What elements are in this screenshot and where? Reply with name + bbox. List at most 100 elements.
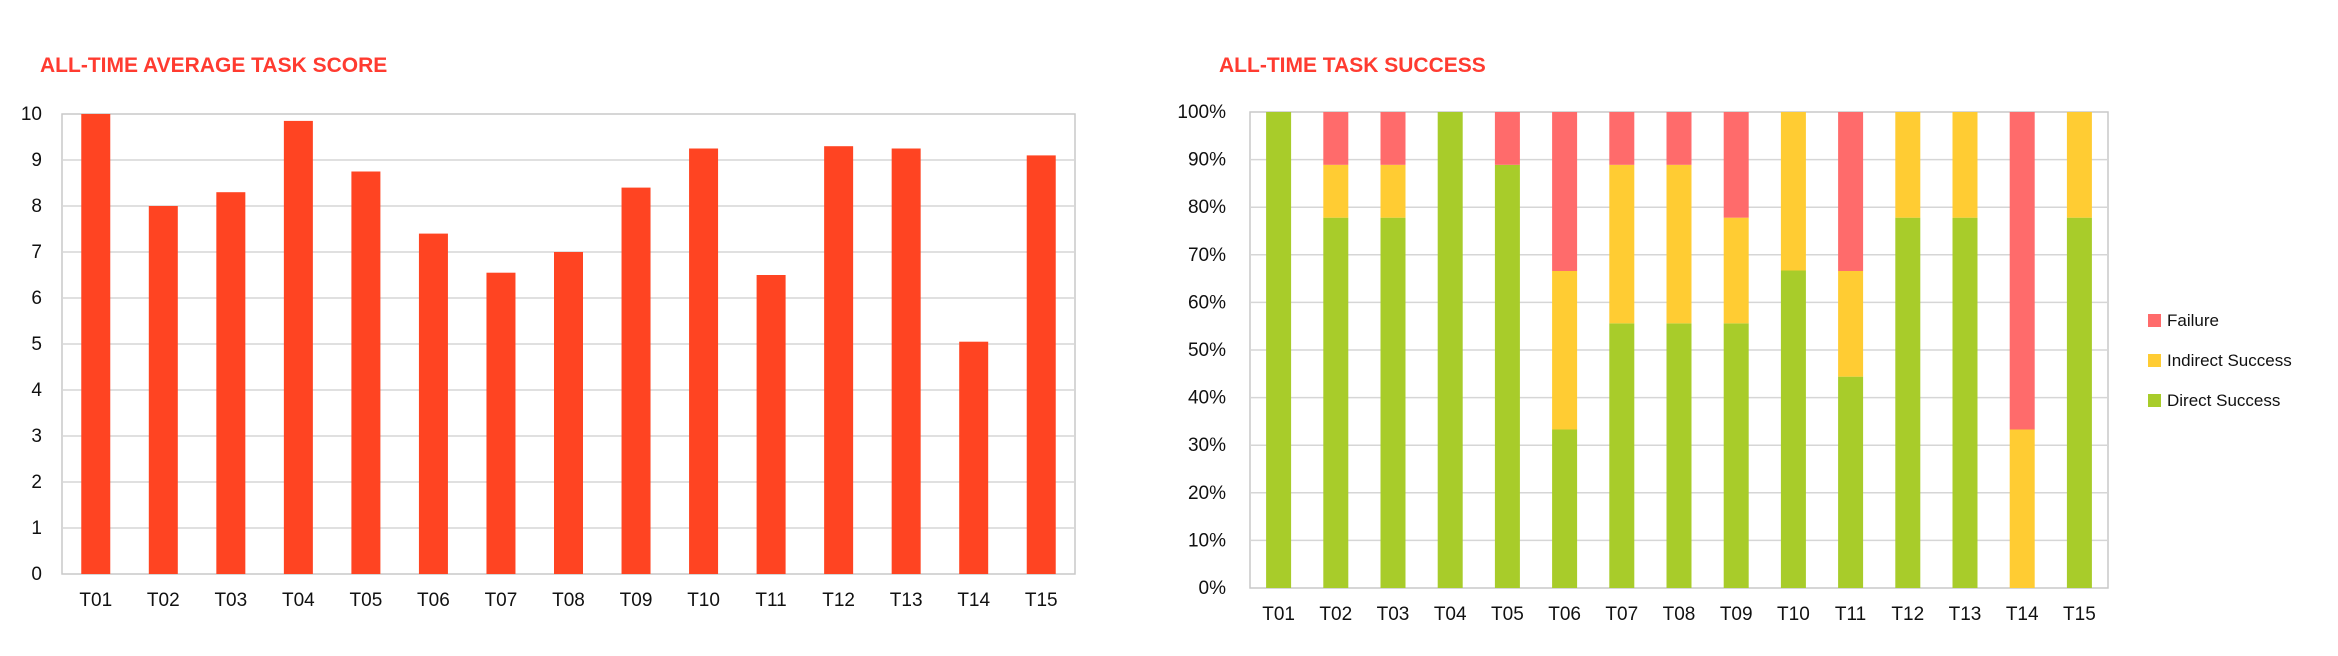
score-ytick-label: 10 [21, 104, 42, 125]
score-bar-t06 [418, 233, 448, 574]
success-segment-direct-success-t02 [1323, 217, 1349, 588]
score-ytick-label: 7 [31, 242, 42, 263]
success-segment-direct-success-t03 [1380, 217, 1406, 588]
success-segment-failure-t07 [1609, 112, 1635, 165]
success-segment-direct-success-t08 [1666, 323, 1692, 588]
score-bar-t04 [283, 120, 313, 575]
score-bar-t12 [824, 146, 854, 574]
score-xtick-label: T06 [417, 590, 450, 611]
success-xtick-label: T04 [1434, 604, 1467, 625]
score-xtick-label: T09 [620, 590, 653, 611]
success-segment-direct-success-t12 [1895, 217, 1921, 588]
legend-label-indirect-success: Indirect Success [2167, 351, 2292, 370]
score-xtick-label: T02 [147, 590, 180, 611]
legend-label-failure: Failure [2167, 311, 2219, 330]
score-xtick-label: T14 [957, 590, 990, 611]
success-xtick-label: T03 [1377, 604, 1410, 625]
score-bar-t11 [756, 275, 786, 574]
success-segment-direct-success-t06 [1552, 429, 1578, 588]
score-bar-t10 [689, 148, 719, 574]
score-xtick-label: T15 [1025, 590, 1058, 611]
score-xtick-label: T03 [214, 590, 247, 611]
success-segment-failure-t05 [1494, 112, 1520, 165]
success-xtick-label: T12 [1891, 604, 1924, 625]
success-segment-indirect-success-t11 [1838, 270, 1864, 377]
success-ytick-label: 40% [1188, 388, 1226, 409]
score-bar-t14 [959, 341, 989, 574]
score-bar-t08 [554, 252, 583, 574]
success-ytick-label: 80% [1188, 197, 1226, 218]
success-segment-direct-success-t05 [1494, 164, 1520, 588]
success-segment-indirect-success-t08 [1666, 164, 1692, 324]
success-xtick-label: T07 [1605, 604, 1638, 625]
score-ytick-label: 5 [31, 334, 42, 355]
score-xtick-label: T12 [822, 590, 855, 611]
score-ytick-label: 9 [31, 150, 42, 171]
chart-legend: Failure Indirect Success Direct Success [2148, 311, 2292, 410]
success-xtick-label: T14 [2006, 604, 2039, 625]
success-xtick-label: T15 [2063, 604, 2096, 625]
success-segment-direct-success-t09 [1723, 323, 1749, 588]
score-bar-t09 [621, 187, 651, 574]
success-segment-indirect-success-t12 [1895, 112, 1921, 218]
score-ytick-label: 3 [31, 426, 42, 447]
score-chart-title: ALL-TIME AVERAGE TASK SCORE [40, 54, 388, 77]
success-segment-direct-success-t11 [1838, 376, 1864, 588]
success-segment-direct-success-t04 [1437, 112, 1463, 588]
success-ytick-label: 50% [1188, 340, 1226, 361]
legend-swatch-direct-success [2148, 394, 2161, 407]
score-bar-t01 [81, 114, 111, 574]
success-xtick-label: T05 [1491, 604, 1524, 625]
success-segment-failure-t14 [2009, 112, 2035, 430]
success-xtick-label: T01 [1262, 604, 1295, 625]
success-segment-indirect-success-t03 [1380, 164, 1406, 218]
success-ytick-label: 30% [1188, 435, 1226, 456]
score-bar-t02 [148, 206, 178, 574]
score-ytick-label: 1 [31, 518, 42, 539]
success-xtick-label: T02 [1319, 604, 1352, 625]
score-xtick-label: T05 [350, 590, 383, 611]
success-xtick-label: T06 [1548, 604, 1581, 625]
score-ytick-label: 4 [31, 380, 42, 401]
success-segment-indirect-success-t14 [2009, 429, 2035, 588]
score-xtick-label: T04 [282, 590, 315, 611]
success-ytick-label: 0% [1199, 578, 1227, 599]
score-xtick-label: T13 [890, 590, 923, 611]
success-segment-failure-t09 [1723, 112, 1749, 218]
success-segment-indirect-success-t09 [1723, 217, 1749, 324]
success-xtick-label: T11 [1835, 604, 1866, 625]
success-xtick-label: T09 [1720, 604, 1753, 625]
score-ytick-label: 2 [31, 472, 42, 493]
success-segment-failure-t06 [1552, 112, 1578, 271]
success-segment-failure-t08 [1666, 112, 1692, 165]
success-ytick-label: 70% [1188, 245, 1226, 266]
score-bar-t15 [1026, 155, 1056, 574]
success-segment-direct-success-t13 [1952, 217, 1978, 588]
success-ytick-label: 60% [1188, 292, 1226, 313]
score-xtick-label: T11 [755, 590, 786, 611]
success-segment-indirect-success-t07 [1609, 164, 1635, 324]
legend-swatch-indirect-success [2148, 354, 2161, 367]
success-segment-direct-success-t01 [1266, 112, 1292, 588]
score-xtick-label: T01 [79, 590, 112, 611]
success-segment-indirect-success-t02 [1323, 164, 1349, 218]
success-xtick-label: T13 [1949, 604, 1982, 625]
score-bar-t07 [486, 272, 516, 574]
score-ytick-label: 0 [31, 564, 42, 585]
success-segment-indirect-success-t15 [2066, 112, 2092, 218]
success-ytick-label: 100% [1177, 102, 1226, 123]
score-bar-t03 [216, 192, 246, 574]
success-segment-failure-t03 [1380, 112, 1406, 165]
success-segment-failure-t11 [1838, 112, 1864, 271]
score-xtick-label: T10 [687, 590, 720, 611]
score-bar-t05 [351, 171, 381, 574]
legend-swatch-failure [2148, 314, 2161, 327]
score-ytick-label: 8 [31, 196, 42, 217]
success-segment-indirect-success-t13 [1952, 112, 1978, 218]
score-xtick-label: T08 [552, 590, 585, 611]
success-segment-indirect-success-t10 [1780, 112, 1806, 271]
legend-label-direct-success: Direct Success [2167, 391, 2280, 410]
score-bar-t13 [891, 148, 921, 574]
task-success-chart: 0% 10% 20% 30% 40% 50% 60% 70% 80% 90% 100% T01 T02 T… [1177, 102, 2109, 625]
